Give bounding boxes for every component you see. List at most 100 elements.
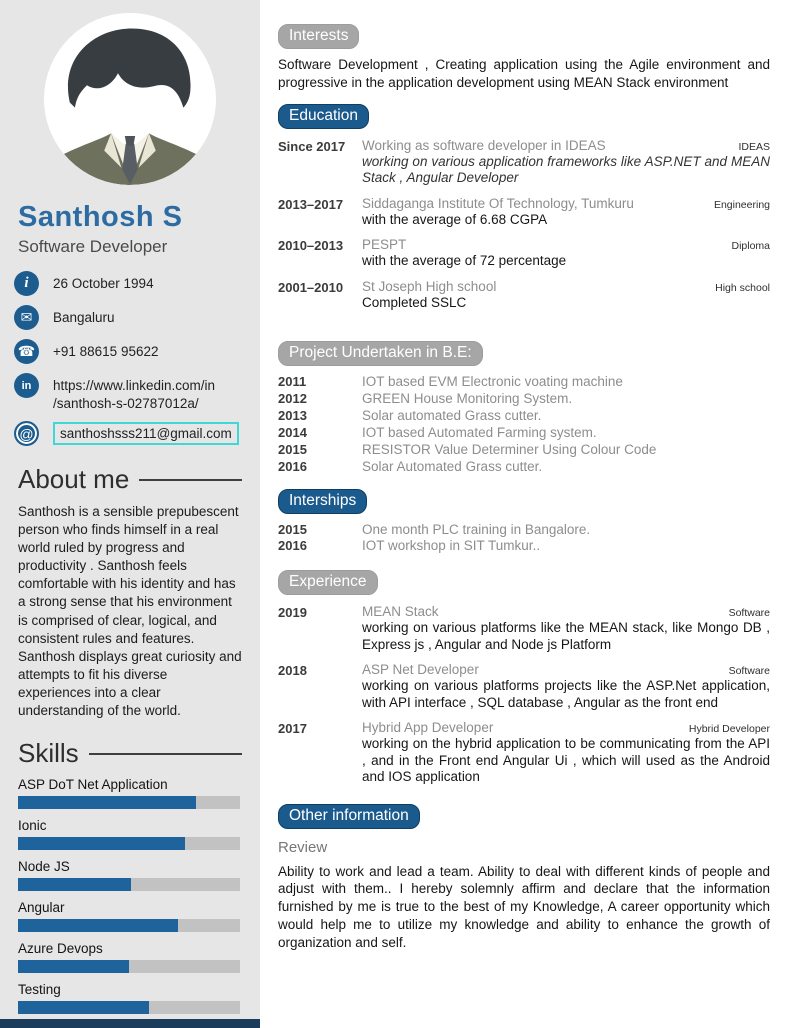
row-head: Working as software developer in IDEAS I… [362,138,770,153]
project-row: 2015 RESISTOR Value Determiner Using Col… [278,442,770,458]
sidebar-footer-bar [0,1019,260,1028]
heading-rule [88,752,242,755]
other-information-section: Other information Review Ability to work… [278,803,770,952]
info-icon: i [14,271,39,296]
projects-badge: Project Undertaken in B.E: [278,340,483,366]
project-year: 2015 [278,441,307,457]
avatar-illustration [44,13,216,185]
project-title: RESISTOR Value Determiner Using Colour C… [362,441,657,457]
row-body: St Joseph High school High school Comple… [362,279,770,311]
row-desc: with the average of 72 percentage [362,253,567,269]
interests-text: Software Development , Creating applicat… [278,57,770,90]
skill-label: Testing [18,982,61,998]
row-tag: Software [728,665,770,678]
intership-year: 2016 [278,538,307,554]
project-year: 2014 [278,424,307,440]
education-row: 2013–2017 Siddaganga Institute Of Techno… [278,196,770,228]
projects-section: Project Undertaken in B.E: 2011 IOT base… [278,340,770,475]
row-title: MEAN Stack [362,604,439,620]
project-rows: 2011 IOT based EVM Electronic voating ma… [278,374,770,475]
row-desc: Completed SSLC [362,294,467,310]
project-year: 2012 [278,390,307,406]
row-date: 2018 [278,663,307,679]
row-desc: working on the hybrid application to be … [362,736,770,785]
project-title: IOT based Automated Farming system. [362,424,597,440]
interests-badge: Interests [278,24,360,49]
about-heading: About me [18,464,242,495]
sidebar: Santhosh S Software Developer i 26 Octob… [0,0,260,1028]
row-tag: High school [715,281,770,294]
linkedin-icon: in [14,373,39,398]
experience-row: 2018 ASP Net Developer Software working … [278,662,770,711]
row-title: PESPT [362,237,407,253]
row-title: Working as software developer in IDEAS [362,137,606,153]
row-body: PESPT Diploma with the average of 72 per… [362,237,770,269]
project-row: 2011 IOT based EVM Electronic voating ma… [278,374,770,390]
row-desc: working on various platforms like the ME… [362,620,770,652]
at-icon: @ [14,421,39,447]
project-row: 2016 Solar Automated Grass cutter. [278,459,770,475]
job-title: Software Developer [18,237,168,256]
row-head: ASP Net Developer Software [362,662,770,677]
skill-bar [18,878,240,892]
skill-bar-fill [18,960,129,974]
review-text: Ability to work and lead a team. Ability… [278,863,770,950]
row-head: St Joseph High school High school [362,279,770,294]
row-head: Hybrid App Developer Hybrid Developer [362,720,770,735]
intership-title: IOT workshop in SIT Tumkur.. [362,538,541,554]
skill-bar-fill [18,837,185,851]
row-body: Working as software developer in IDEAS I… [362,138,770,187]
intership-title: One month PLC training in Bangalore. [362,521,591,537]
row-date: 2017 [278,721,307,737]
education-row: 2010–2013 PESPT Diploma with the average… [278,237,770,269]
row-date: Since 2017 [278,138,346,154]
experience-row: 2019 MEAN Stack Software working on vari… [278,604,770,653]
education-row: Since 2017 Working as software developer… [278,138,770,187]
education-row: 2001–2010 St Joseph High school High sch… [278,279,770,311]
row-head: PESPT Diploma [362,237,770,252]
skill-bar [18,1001,240,1015]
row-date: 2019 [278,605,307,621]
contact-list: i 26 October 1994 ✉ Bangaluru ☎ +91 8861… [14,271,246,447]
location-text: Bangaluru [53,310,115,325]
row-title: ASP Net Developer [362,662,479,678]
row-title: St Joseph High school [362,278,497,294]
row-head: Siddaganga Institute Of Technology, Tumk… [362,196,770,211]
row-date: 2010–2013 [278,238,344,254]
skill-label: Angular [18,900,65,916]
avatar [44,13,216,185]
skill-bar-fill [18,1001,149,1015]
row-body: ASP Net Developer Software working on va… [362,662,770,711]
project-year: 2016 [278,458,307,474]
skills-list: ASP DoT Net Application Ionic Node JS An… [18,777,240,1028]
skill-item: ASP DoT Net Application [18,777,240,810]
contact-item-linkedin: in https://www.linkedin.com/in /santhosh… [14,373,246,412]
intership-year: 2015 [278,521,307,537]
intership-rows: 2015 One month PLC training in Bangalore… [278,522,770,555]
education-rows: Since 2017 Working as software developer… [278,138,770,311]
experience-section: Experience 2019 MEAN Stack Software work… [278,570,770,785]
row-date: 2001–2010 [278,279,344,295]
skill-item: Azure Devops [18,941,240,974]
project-title: GREEN House Monitoring System. [362,390,573,406]
skill-item: Testing [18,982,240,1015]
review-subheading: Review [278,838,328,856]
skill-bar [18,960,240,974]
other-information-badge: Other information [278,803,420,829]
skill-label: Azure Devops [18,941,103,957]
row-desc: working on various platforms projects li… [362,678,770,710]
skill-bar-fill [18,878,132,892]
skill-label: Ionic [18,818,47,834]
row-tag: Software [728,607,770,620]
row-desc: working on various application framework… [362,153,770,186]
skill-label: ASP DoT Net Application [18,777,168,793]
project-row: 2014 IOT based Automated Farming system. [278,425,770,441]
project-year: 2011 [278,373,307,389]
linkedin-link[interactable]: https://www.linkedin.com/in /santhosh-s-… [53,378,216,411]
about-text: Santhosh is a sensible prepubescent pers… [18,504,242,718]
email-field[interactable]: santhoshsss211@gmail.com [53,422,239,446]
row-tag: IDEAS [738,140,770,153]
skill-bar [18,837,240,851]
row-tag: Engineering [713,198,770,211]
contact-item-birthdate: i 26 October 1994 [14,271,246,296]
